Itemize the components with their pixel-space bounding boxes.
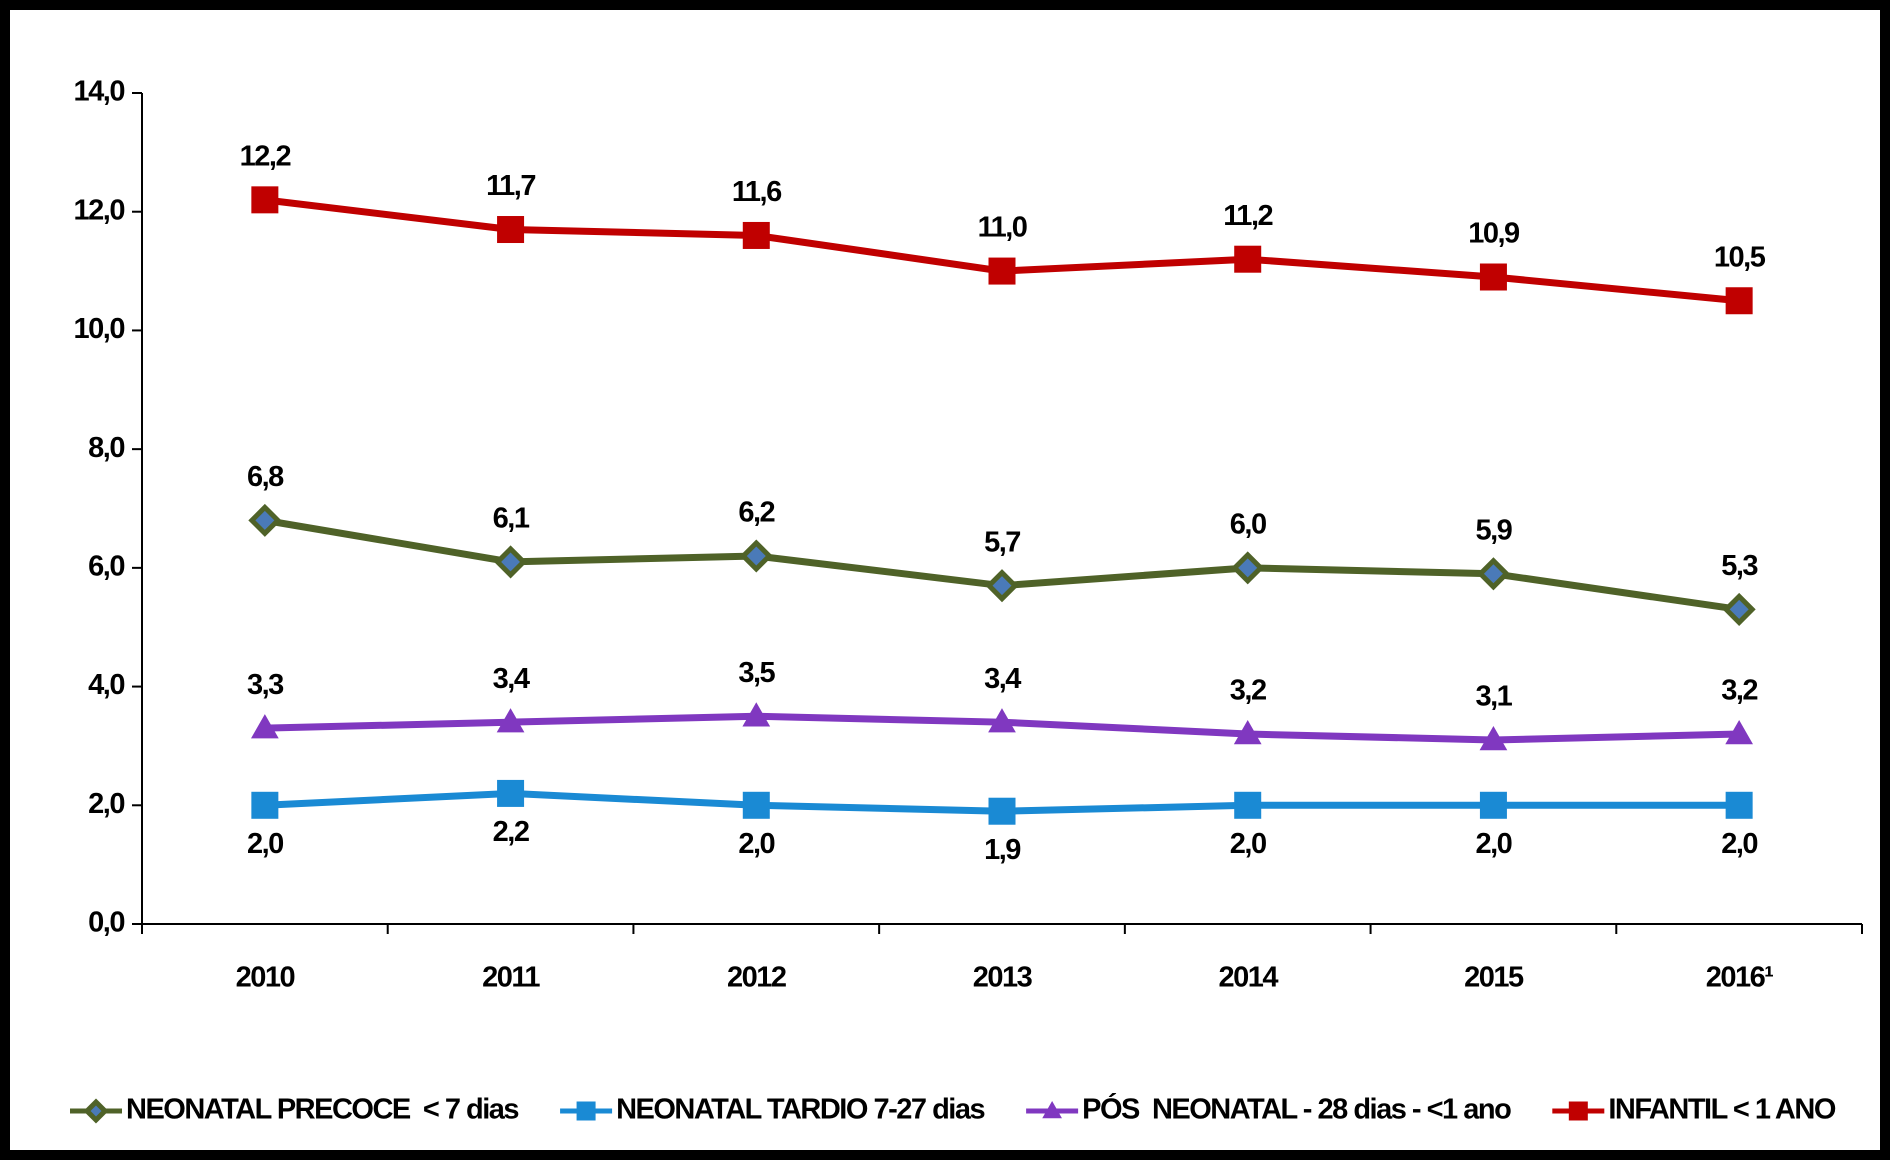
x-tick-label: 2016¹ — [1706, 962, 1774, 994]
legend-item: NEONATAL TARDIO 7-27 dias — [560, 1094, 986, 1126]
marker — [1568, 1101, 1588, 1121]
data-label: 2,0 — [247, 828, 283, 860]
data-label: 3,1 — [1476, 681, 1513, 713]
data-label: 11,7 — [486, 170, 535, 202]
y-tick-label: 2,0 — [88, 788, 124, 820]
x-tick-label: 2015 — [1464, 962, 1524, 994]
y-tick-label: 10,0 — [74, 313, 125, 345]
legend-item: INFANTIL < 1 ANO — [1552, 1094, 1837, 1126]
marker — [1725, 287, 1753, 315]
data-label: 2,0 — [1721, 828, 1757, 860]
data-label: 3,3 — [247, 669, 284, 701]
marker — [250, 714, 279, 739]
data-label: 2,0 — [738, 828, 774, 860]
legend-label: NEONATAL TARDIO 7-27 dias — [616, 1094, 984, 1126]
marker — [985, 569, 1019, 603]
x-tick-label: 2012 — [727, 962, 786, 994]
marker — [1476, 557, 1510, 591]
y-tick-label: 4,0 — [88, 669, 124, 701]
data-label: 1,9 — [984, 834, 1021, 866]
data-label: 11,2 — [1223, 200, 1272, 232]
data-label: 3,4 — [984, 663, 1021, 695]
marker — [1725, 791, 1753, 819]
marker — [1233, 720, 1262, 745]
marker — [576, 1101, 596, 1121]
data-label: 11,6 — [732, 176, 782, 208]
marker — [83, 1098, 109, 1124]
data-label: 6,2 — [738, 497, 774, 529]
data-label: 10,5 — [1714, 241, 1766, 273]
marker — [497, 779, 525, 807]
data-label: 12,2 — [240, 140, 291, 172]
y-tick-label: 14,0 — [74, 76, 125, 108]
x-tick-label: 2010 — [236, 962, 295, 994]
marker — [739, 539, 773, 573]
x-tick-label: 2011 — [482, 962, 540, 994]
legend-item: PÓS NEONATAL - 28 dias - <1 ano — [1026, 1092, 1513, 1126]
data-label: 10,9 — [1468, 218, 1520, 250]
marker — [742, 702, 771, 727]
y-tick-label: 12,0 — [74, 194, 125, 226]
marker — [742, 221, 770, 249]
marker — [988, 257, 1016, 285]
x-tick-label: 2013 — [973, 962, 1033, 994]
marker — [1722, 592, 1756, 626]
marker — [988, 708, 1016, 733]
marker — [251, 186, 279, 214]
marker — [1234, 245, 1262, 273]
data-label: 3,5 — [738, 657, 775, 689]
y-tick-label: 6,0 — [88, 551, 124, 583]
marker — [497, 216, 525, 244]
data-label: 5,7 — [984, 526, 1020, 558]
data-label: 5,3 — [1721, 550, 1758, 582]
marker — [494, 545, 528, 579]
y-tick-label: 8,0 — [88, 432, 124, 464]
marker — [988, 797, 1016, 825]
marker — [1234, 791, 1262, 819]
marker — [248, 503, 282, 537]
legend-label: NEONATAL PRECOCE < 7 dias — [126, 1094, 518, 1126]
marker — [251, 791, 279, 819]
marker — [496, 708, 525, 733]
x-tick-label: 2014 — [1218, 962, 1278, 994]
legend-label: INFANTIL < 1 ANO — [1608, 1094, 1836, 1126]
data-label: 6,0 — [1230, 509, 1266, 541]
marker — [1231, 551, 1265, 585]
marker — [1725, 720, 1754, 745]
data-label: 2,0 — [1476, 828, 1512, 860]
data-label: 2,2 — [493, 816, 529, 848]
marker — [1042, 1100, 1062, 1119]
marker — [1479, 725, 1508, 751]
legend-label: PÓS NEONATAL - 28 dias - <1 ano — [1082, 1092, 1511, 1126]
data-label: 11,0 — [978, 212, 1027, 244]
marker — [1479, 263, 1507, 291]
legend-item: NEONATAL PRECOCE < 7 dias — [70, 1094, 520, 1126]
y-tick-label: 0,0 — [88, 907, 124, 939]
data-label: 6,1 — [493, 503, 530, 535]
data-label: 3,2 — [1230, 675, 1266, 707]
data-label: 2,0 — [1230, 828, 1266, 860]
marker — [742, 791, 770, 819]
data-label: 3,4 — [493, 663, 530, 695]
data-label: 6,8 — [247, 461, 284, 493]
data-label: 5,9 — [1476, 514, 1513, 546]
data-label: 3,2 — [1721, 675, 1757, 707]
marker — [1479, 791, 1507, 819]
